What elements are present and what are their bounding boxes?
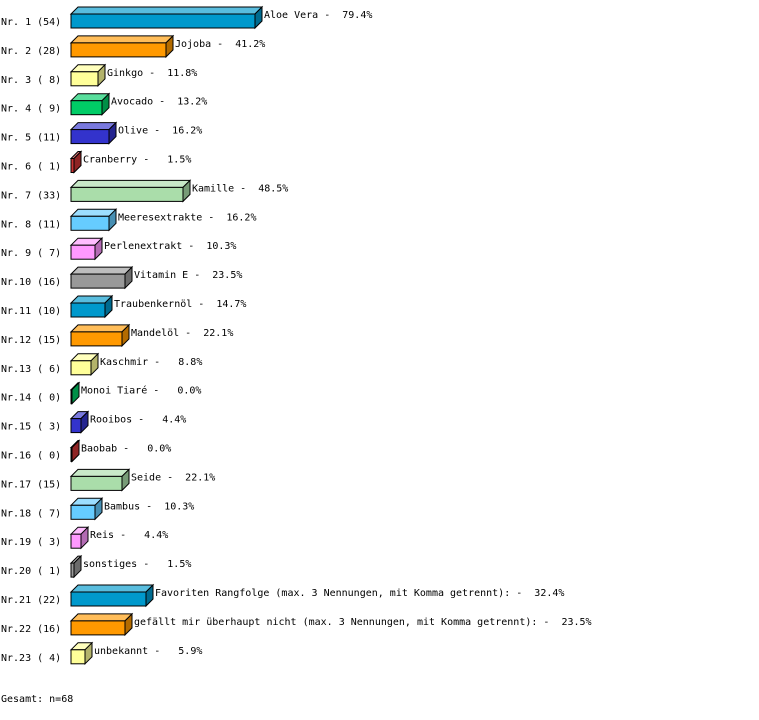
bar-side [71, 381, 80, 405]
row-label: Nr.13 ( 6) [1, 364, 61, 375]
row-label: Nr. 4 ( 9) [1, 104, 61, 115]
bar-value-label: unbekannt - 5.9% [94, 646, 202, 657]
row-label: Nr.10 (16) [1, 277, 61, 288]
bar-value-label: Meeresextrakte - 16.2% [118, 212, 256, 223]
bar-value-label: Mandelöl - 22.1% [131, 328, 233, 339]
bar [70, 591, 147, 607]
row-label: Nr.12 (15) [1, 335, 61, 346]
bar [70, 360, 92, 376]
bar [70, 649, 86, 665]
bar [70, 215, 110, 231]
row-label: Nr.11 (10) [1, 306, 61, 317]
bar [70, 620, 126, 636]
bar-value-label: Traubenkernöl - 14.7% [114, 299, 246, 310]
bar [70, 447, 73, 462]
bar-value-label: Rooibos - 4.4% [90, 415, 186, 426]
row-label: Nr.22 (16) [1, 624, 61, 635]
row-label: Nr.15 ( 3) [1, 422, 61, 433]
bar-value-label: gefällt mir überhaupt nicht (max. 3 Nenn… [134, 617, 592, 628]
bar [70, 158, 75, 173]
bar [70, 562, 75, 578]
bar-value-label: Favoriten Rangfolge (max. 3 Nennungen, m… [155, 588, 564, 599]
bar-top [69, 6, 264, 15]
row-label: Nr.14 ( 0) [1, 393, 61, 404]
bar-value-label: Aloe Vera - 79.4% [264, 10, 372, 21]
bar-value-label: Avocado - 13.2% [111, 97, 207, 108]
total-footer: Gesamt: n=68 [1, 694, 73, 705]
bar-top [69, 208, 118, 217]
bar-value-label: Vitamin E - 23.5% [134, 270, 242, 281]
bar-value-label: Ginkgo - 11.8% [107, 68, 197, 79]
bar [70, 302, 106, 318]
bar [70, 418, 82, 434]
bar-value-label: Jojoba - 41.2% [175, 39, 265, 50]
bar-top [69, 468, 131, 477]
bar-value-label: Bambus - 10.3% [104, 501, 194, 512]
bar-top [69, 324, 131, 333]
row-label: Nr.16 ( 0) [1, 451, 61, 462]
row-label: Nr.21 (22) [1, 595, 61, 606]
row-label: Nr.20 ( 1) [1, 566, 61, 577]
bar [70, 533, 82, 549]
bar [70, 71, 99, 87]
bar [70, 475, 123, 491]
bar-value-label: Kamille - 48.5% [192, 183, 288, 194]
bar [70, 100, 103, 116]
bar-value-label: Seide - 22.1% [131, 472, 215, 483]
bar-value-label: Baobab - 0.0% [81, 444, 171, 455]
bar-value-label: sonstiges - 1.5% [83, 559, 191, 570]
row-label: Nr.23 ( 4) [1, 653, 61, 664]
bar-top [69, 122, 118, 131]
row-label: Nr. 8 (11) [1, 219, 61, 230]
bar-value-label: Kaschmir - 8.8% [100, 357, 202, 368]
bar-top [69, 613, 134, 622]
bar-value-label: Monoi Tiaré - 0.0% [81, 385, 201, 397]
bar [70, 331, 123, 347]
bar-value-label: Cranberry - 1.5% [83, 155, 191, 166]
row-label: Nr. 6 ( 1) [1, 162, 61, 173]
row-label: Nr. 2 (28) [1, 46, 61, 57]
row-label: Nr. 1 (54) [1, 17, 61, 28]
bar [70, 129, 110, 145]
bar [70, 13, 256, 29]
bar [70, 504, 96, 520]
bar [70, 186, 184, 202]
bar-top [69, 179, 192, 188]
row-label: Nr. 9 ( 7) [1, 248, 61, 259]
row-label: Nr.19 ( 3) [1, 537, 61, 548]
bar-value-label: Perlenextrakt - 10.3% [104, 241, 236, 252]
bar-top [69, 266, 134, 275]
bar [70, 273, 126, 289]
row-label: Nr. 5 (11) [1, 133, 61, 144]
bar-side [71, 439, 80, 463]
row-label: Nr. 3 ( 8) [1, 75, 61, 86]
row-label: Nr. 7 (33) [1, 190, 61, 201]
bar [70, 389, 73, 405]
row-label: Nr.18 ( 7) [1, 508, 61, 519]
bar-top [69, 584, 155, 593]
bar [70, 42, 167, 58]
bar-value-label: Olive - 16.2% [118, 126, 202, 137]
bar-value-label: Reis - 4.4% [90, 530, 168, 541]
row-label: Nr.17 (15) [1, 479, 61, 490]
bar [70, 244, 96, 260]
bar-top [69, 35, 175, 44]
